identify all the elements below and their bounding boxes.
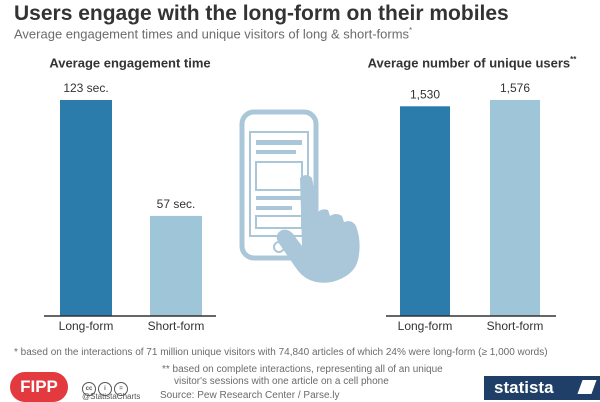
page-subtitle: Average engagement times and unique visi… (14, 26, 412, 41)
hand-icon (276, 175, 360, 283)
chart-title-unique-users: Average number of unique users** (358, 55, 586, 70)
chart-title-engagement: Average engagement time (30, 55, 230, 70)
category-label-unique-users-2: Short-form (487, 319, 544, 333)
bar-unique-users-1 (400, 106, 450, 316)
value-label-unique-users-2: 1,576 (500, 81, 530, 95)
value-label-engagement-1: 123 sec. (63, 81, 108, 95)
statista-logo-mark (577, 380, 597, 394)
attribution-icon: i (98, 382, 112, 396)
category-label-engagement-1: Long-form (59, 319, 114, 333)
category-label-engagement-2: Short-form (148, 319, 205, 333)
license-icons: cc i = (82, 377, 130, 396)
no-derivatives-icon: = (114, 382, 128, 396)
value-label-unique-users-1: 1,530 (410, 87, 440, 101)
bar-engagement-2 (150, 215, 202, 316)
chart-title-unique-users-mark: ** (570, 55, 577, 64)
footnote-2-line-2: visitor's sessions with one article on a… (174, 376, 389, 387)
fipp-logo: FIPP (10, 372, 68, 402)
phone-illustration (239, 109, 319, 261)
footnote-1: * based on the interactions of 71 millio… (14, 347, 548, 358)
value-label-engagement-2: 57 sec. (157, 197, 196, 211)
creative-commons-icon: cc (82, 382, 96, 396)
statista-logo[interactable]: statista (484, 376, 600, 400)
source-note: Source: Pew Research Center / Parse.ly (160, 390, 340, 401)
footnote-2-line-1: ** based on complete interactions, repre… (162, 364, 443, 375)
chart-title-engagement-text: Average engagement time (49, 55, 211, 71)
subtitle-footnote-mark: * (409, 26, 413, 35)
category-label-unique-users-1: Long-form (398, 319, 453, 333)
bar-engagement-1 (60, 100, 112, 316)
statista-handle: @StatistaCharts (82, 392, 141, 401)
statista-logo-text: statista (494, 378, 554, 397)
subtitle-text: Average engagement times and unique visi… (14, 26, 410, 42)
chart-title-unique-users-text: Average number of unique users (367, 55, 571, 71)
bar-unique-users-2 (490, 100, 540, 316)
page-title: Users engage with the long-form on their… (14, 2, 509, 25)
